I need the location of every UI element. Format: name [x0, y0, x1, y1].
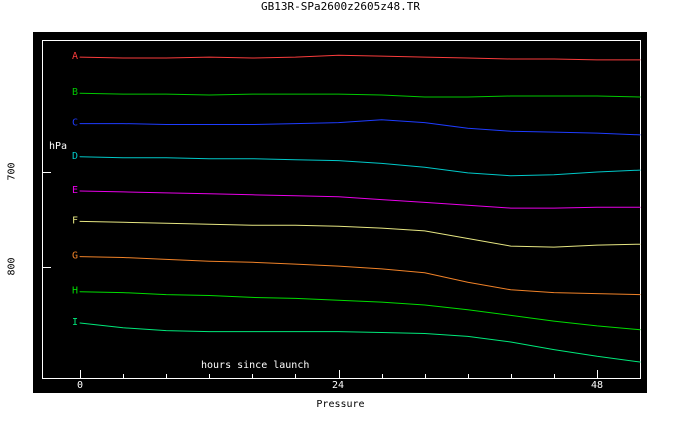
plot-background	[33, 32, 647, 393]
series-A-label: A	[72, 51, 78, 62]
series-G-label: G	[72, 251, 78, 262]
x-axis-title: hours since launch	[201, 360, 310, 371]
series-H-label: H	[72, 286, 78, 297]
series-H-line	[79, 291, 641, 331]
series-B-line	[79, 92, 641, 98]
series-D-label: D	[72, 151, 78, 162]
x-tick-label-24: 24	[331, 380, 345, 391]
y-tick-label-700: 700	[6, 162, 18, 181]
x-tick-label-48: 48	[590, 380, 604, 391]
series-F-line	[79, 220, 641, 248]
y-axis-unit-label: hPa	[49, 141, 68, 152]
series-A-line	[79, 54, 641, 61]
series-G-line	[79, 256, 641, 296]
series-E-line	[79, 190, 641, 209]
series-I-line	[79, 322, 641, 363]
series-E-label: E	[72, 185, 78, 196]
plot-frame	[42, 40, 641, 379]
x-tick-label-0: 0	[76, 380, 84, 391]
series-B-label: B	[72, 87, 78, 98]
bottom-axis-caption: Pressure	[316, 399, 365, 410]
y-tick-label-800: 800	[6, 257, 18, 276]
series-D-line	[79, 156, 641, 177]
series-C-label: C	[72, 118, 78, 129]
series-C-line	[79, 119, 641, 136]
plot-title: GB13R-SPa2600z2605z48.TR	[261, 0, 420, 13]
series-F-label: F	[72, 215, 78, 226]
series-I-label: I	[72, 317, 78, 328]
